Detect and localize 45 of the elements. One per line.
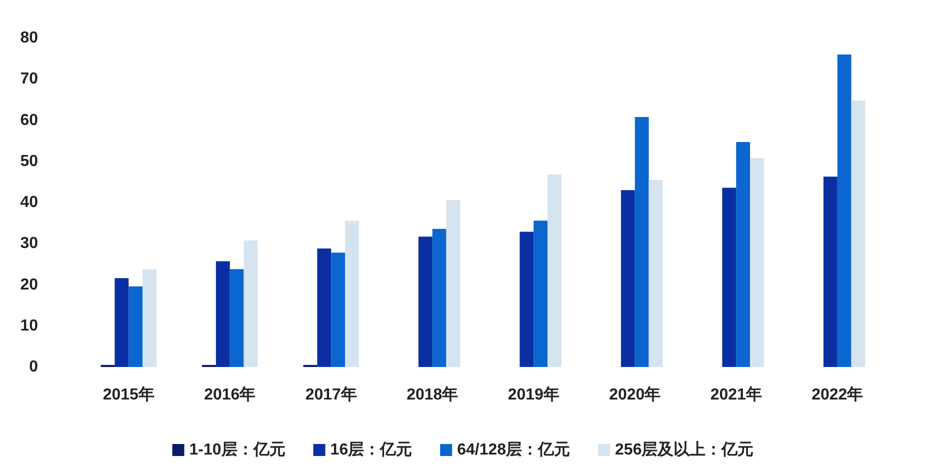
bar xyxy=(520,232,534,367)
bar xyxy=(634,116,649,367)
bar xyxy=(128,286,143,367)
x-tick-label: 2016年 xyxy=(204,386,256,404)
bar xyxy=(851,100,866,367)
x-tick-label: 2015年 xyxy=(102,386,154,404)
y-tick-label: 20 xyxy=(20,276,38,294)
bar xyxy=(114,278,129,367)
bar xyxy=(750,158,764,367)
legend-label: 256层及以上：亿元 xyxy=(615,440,754,458)
x-tick-label: 2018年 xyxy=(406,386,458,404)
bar xyxy=(648,180,663,367)
bar xyxy=(230,269,244,367)
bar xyxy=(331,252,346,367)
bar xyxy=(244,240,258,367)
bar xyxy=(736,142,750,367)
bar xyxy=(317,248,332,367)
y-tick-label: 80 xyxy=(20,30,38,46)
x-tick-label: 2019年 xyxy=(508,386,560,404)
y-tick-label: 30 xyxy=(20,235,38,252)
y-tick-label: 10 xyxy=(20,317,38,334)
bar xyxy=(620,190,635,367)
legend-label: 16层：亿元 xyxy=(330,440,412,458)
bar xyxy=(837,54,852,367)
bar xyxy=(345,220,359,367)
x-tick-label: 2021年 xyxy=(710,386,762,404)
bar xyxy=(216,261,230,367)
bar xyxy=(432,228,446,367)
bar xyxy=(722,188,736,367)
y-tick-label: 50 xyxy=(20,152,38,170)
x-tick-label: 2017年 xyxy=(305,386,357,404)
x-tick-label: 2022年 xyxy=(812,386,864,404)
legend-label: 1-10层：亿元 xyxy=(189,440,286,458)
bar xyxy=(548,174,562,367)
legend-label: 64/128层：亿元 xyxy=(457,440,570,458)
bar xyxy=(446,200,460,367)
bar xyxy=(534,220,548,367)
y-tick-label: 60 xyxy=(20,112,38,129)
y-tick-label: 40 xyxy=(20,194,38,211)
bar xyxy=(823,176,838,367)
y-tick-label: 0 xyxy=(29,358,38,376)
bar xyxy=(142,269,156,367)
x-tick-label: 2020年 xyxy=(609,386,661,404)
y-tick-label: 70 xyxy=(20,70,38,88)
bar xyxy=(418,236,432,367)
